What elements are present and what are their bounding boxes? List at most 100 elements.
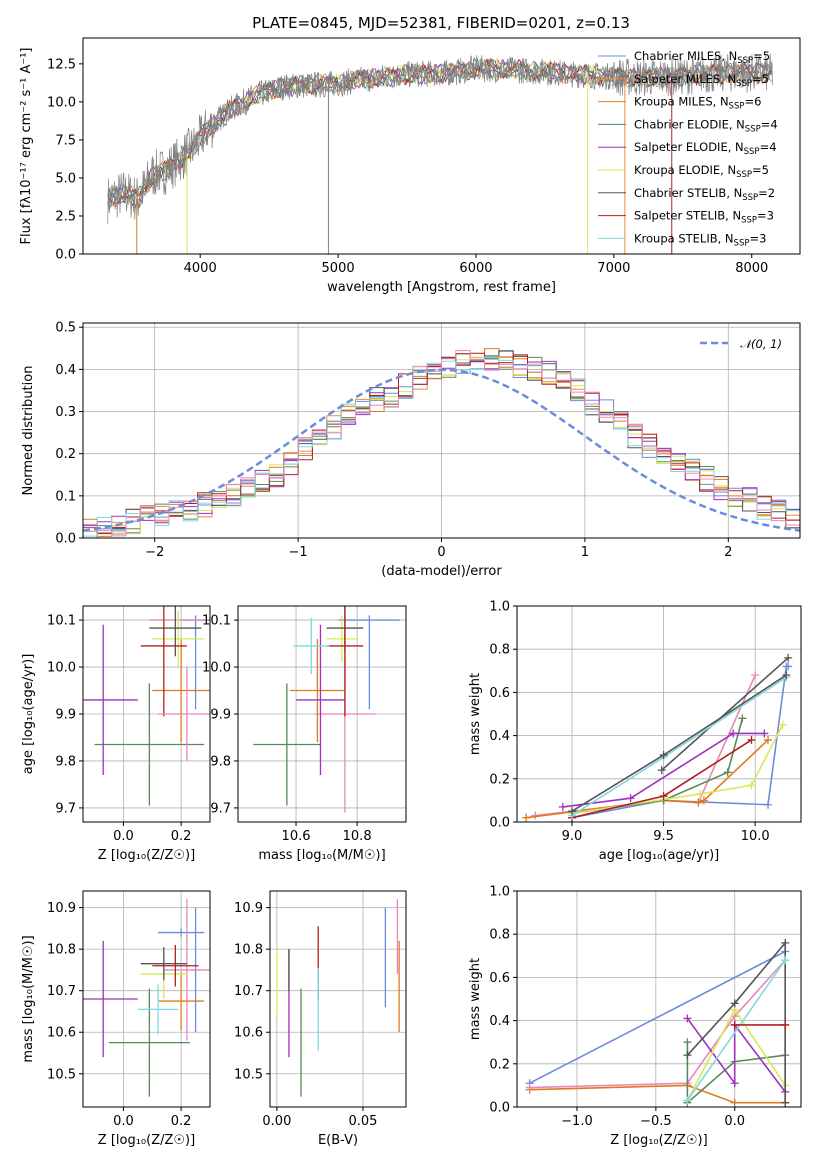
panel-age_vs_mass: 10.6 10.8 9.7 9.8 9.9 10.0 10.1 mass [log₁₀(M/M…: [202, 605, 407, 863]
series-line: [571, 676, 787, 817]
y-tick-label: 1.0: [489, 600, 510, 615]
y-tick-label: 0.2: [489, 1057, 510, 1072]
plot-area: [83, 899, 210, 1097]
legend-label: Salpeter MILES, NSSP=5: [634, 72, 769, 89]
legend-suffix: =5: [752, 163, 769, 177]
legend-sub: SSP: [736, 170, 752, 180]
y-tick-label: 10.7: [234, 984, 263, 999]
series-line: [535, 674, 756, 817]
legend-label: 𝒩(0, 1): [740, 337, 782, 351]
axes-frame: [82, 890, 211, 1108]
series-marker: [781, 1098, 790, 1107]
y-tick-label: 0.1: [55, 489, 76, 504]
series-marker: [699, 796, 708, 805]
legend-sub: SSP: [744, 147, 760, 157]
x-tick-label: 6000: [459, 261, 492, 276]
legend-sub: SSP: [736, 79, 752, 89]
legend-suffix: =4: [760, 140, 777, 154]
series-marker: [683, 1096, 692, 1105]
model-line-salpeter_elodie: [107, 59, 773, 209]
y-tick-label: 10.9: [47, 901, 76, 916]
y-tick-label: 10.8: [234, 943, 263, 958]
axes-frame: [516, 890, 802, 1108]
y-tick-label: 0.6: [489, 686, 510, 701]
series-marker: [522, 813, 531, 822]
y-tick-label: 10.1: [47, 614, 76, 629]
legend-sub: SSP: [742, 193, 758, 203]
plot-area: [253, 606, 400, 813]
y-tick-label: 10.6: [47, 1026, 76, 1041]
y-tick-label: 0.3: [55, 405, 76, 420]
panel-mass_vs_Z: 0.0 0.2 10.5 10.6 10.7 10.8 10.9 Z [log₁₀(Z/Z☉)…: [21, 890, 211, 1148]
figure-title: PLATE=0845, MJD=52381, FIBERID=0201, z=0…: [252, 14, 630, 32]
series-marker: [525, 1083, 534, 1092]
y-tick-label: 9.7: [210, 801, 231, 816]
series-marker: [659, 792, 668, 801]
x-tick-label: 7000: [597, 261, 630, 276]
x-tick-label: 0.05: [348, 1114, 377, 1129]
legend-label: Kroupa MILES, NSSP=6: [634, 95, 761, 112]
plot-area: [522, 653, 793, 822]
y-tick-label: 9.7: [55, 801, 76, 816]
y-tick-label: 10.9: [234, 901, 263, 916]
y-tick-label: 0.6: [489, 971, 510, 986]
x-axis-label: mass [log₁₀(M/M☉)]: [258, 848, 385, 863]
panel-age_vs_Z: 0.0 0.2 9.7 9.8 9.9 10.0 10.1 Z [log₁₀(Z/Z☉)] ag…: [21, 605, 211, 863]
series-marker: [729, 729, 738, 738]
panels-group: Chabrier MILES, NSSP=5 Salpeter MILES, NS…: [19, 37, 802, 1148]
legend-suffix: =4: [761, 117, 778, 131]
axes-frame: [82, 37, 801, 255]
normal-curve: [83, 368, 800, 532]
axes-frame: [269, 890, 407, 1108]
plot-area: [83, 606, 210, 806]
y-tick-label: 10.6: [234, 1026, 263, 1041]
y-tick-label: 0.0: [55, 248, 76, 263]
model-line-kroupa_elodie: [107, 57, 773, 206]
y-tick-label: 0.8: [489, 643, 510, 658]
series-marker: [694, 798, 703, 807]
series-marker: [764, 800, 773, 809]
series-line: [571, 724, 784, 815]
series-marker: [778, 720, 787, 729]
x-tick-label: 10.8: [343, 829, 372, 844]
series-marker: [764, 735, 773, 744]
x-tick-label: 0: [437, 545, 445, 560]
x-axis-label: wavelength [Angstrom, rest frame]: [327, 280, 556, 295]
y-axis-label: mass [log₁₀(M/M☉)]: [21, 935, 36, 1062]
x-tick-label: −1.0: [561, 1114, 593, 1129]
series-line: [571, 674, 787, 812]
series-marker: [683, 1038, 692, 1047]
y-axis-label: mass weight: [468, 958, 483, 1040]
y-tick-label: 9.9: [55, 708, 76, 723]
y-tick-label: 0.0: [55, 532, 76, 547]
series-marker: [730, 999, 739, 1008]
legend-label: Chabrier STELIB, NSSP=2: [634, 186, 775, 203]
x-tick-label: 9.0: [562, 829, 583, 844]
x-tick-label: 2: [724, 545, 732, 560]
panel-residuals: 𝒩(0, 1) −2 −1 0 1 2 0.0 0.1 0.2 0.3 0.4 0.5 (data-mo…: [21, 321, 801, 579]
x-tick-label: −0.5: [640, 1114, 672, 1129]
x-tick-label: 0.0: [724, 1114, 745, 1129]
y-tick-label: 10.0: [47, 95, 76, 110]
series-marker: [683, 1014, 692, 1023]
histogram-pink: [83, 350, 800, 537]
y-tick-label: 1.0: [489, 885, 510, 900]
y-tick-label: 0.5: [55, 321, 76, 336]
x-axis-label: (data-model)/error: [381, 564, 502, 579]
series-marker: [747, 781, 756, 790]
legend-sub: SSP: [745, 124, 761, 134]
x-tick-label: 0.0: [113, 1114, 134, 1129]
y-tick-label: 2.5: [55, 209, 76, 224]
y-tick-label: 9.8: [55, 754, 76, 769]
y-axis-label: Flux [fλ10⁻¹⁷ erg cm⁻² s⁻¹ A⁻¹]: [19, 48, 34, 245]
y-tick-label: 10.0: [47, 661, 76, 676]
series-marker: [696, 789, 705, 798]
y-tick-label: 0.0: [489, 1101, 510, 1116]
x-tick-label: 0.0: [113, 829, 134, 844]
series-line: [686, 959, 786, 1101]
series-marker: [782, 671, 791, 680]
series-marker: [659, 751, 668, 760]
x-tick-label: 10.0: [741, 829, 770, 844]
histogram-chabrier_stelib: [83, 350, 800, 534]
